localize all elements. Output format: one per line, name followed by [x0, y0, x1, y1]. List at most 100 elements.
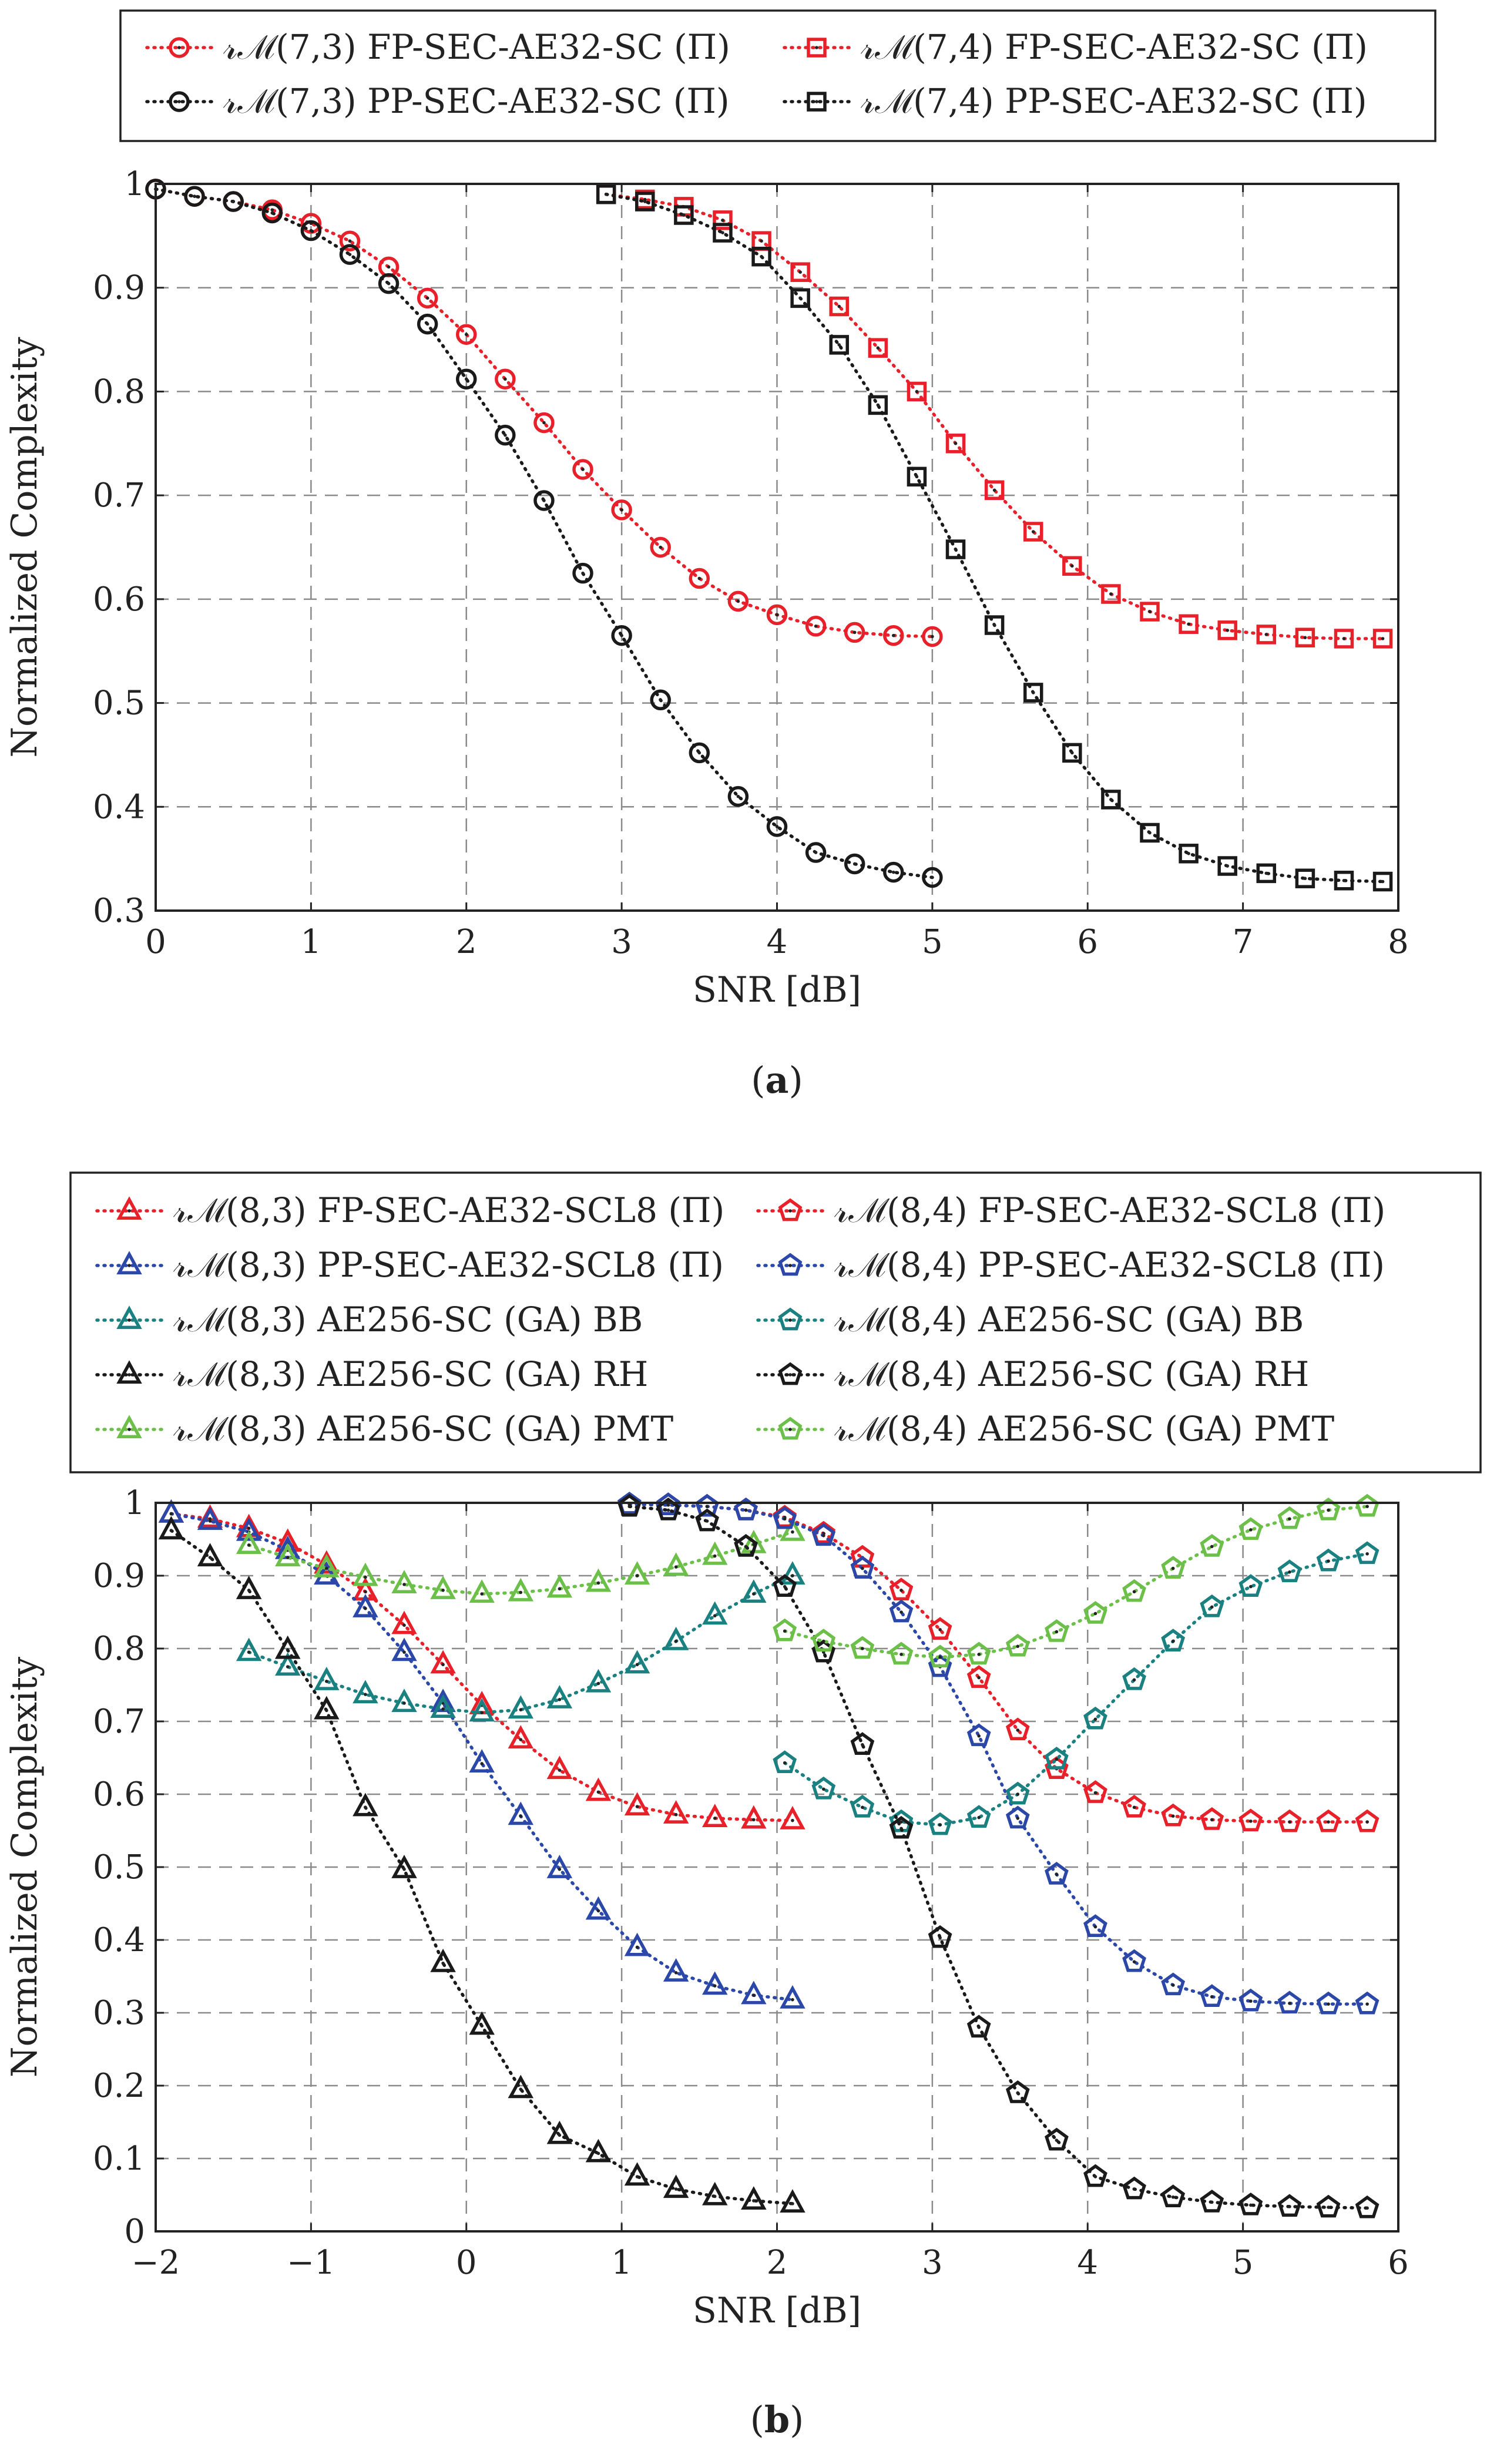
data-point-center: [596, 1681, 600, 1686]
data-point: [1277, 1809, 1302, 1832]
data-point-center: [977, 1815, 981, 1820]
data-point: [773, 1750, 797, 1773]
data-point: [585, 2139, 612, 2163]
data-point: [907, 381, 927, 402]
data-point: [624, 1561, 650, 1585]
data-point-center: [441, 1707, 445, 1711]
data-point: [883, 625, 904, 646]
data-point-center: [596, 1581, 600, 1585]
data-point: [611, 625, 632, 646]
data-point: [674, 205, 694, 225]
data-point-center: [596, 1909, 600, 1913]
data-point: [533, 412, 555, 434]
data-point: [811, 1629, 836, 1651]
data-point-center: [581, 468, 585, 471]
data-point-center: [954, 548, 958, 551]
data-point: [596, 184, 616, 204]
data-point-center: [915, 390, 919, 394]
data-point: [790, 262, 810, 282]
data-point: [546, 2120, 573, 2144]
data-point-center: [674, 1565, 678, 1569]
data-point: [508, 1577, 534, 1602]
y-tick-label: 1: [124, 165, 145, 203]
data-point-center: [247, 1543, 251, 1547]
data-point-center: [1210, 1818, 1214, 1822]
data-point-center: [1132, 2187, 1136, 2191]
data-point: [1295, 627, 1315, 647]
data-point-center: [713, 1817, 717, 1820]
data-point-center: [1109, 592, 1113, 596]
data-point: [945, 434, 966, 454]
data-point: [1238, 1808, 1263, 1832]
data-point-center: [791, 1818, 794, 1822]
data-point: [780, 1985, 805, 2009]
data-point: [928, 1644, 952, 1668]
data-point-center: [977, 1653, 981, 1656]
data-point: [1179, 614, 1199, 635]
data-point-center: [1303, 636, 1307, 640]
data-point: [702, 1541, 728, 1565]
data-point: [1355, 2195, 1379, 2218]
data-point-center: [542, 421, 546, 425]
data-point: [966, 1665, 991, 1688]
data-point-center: [713, 1984, 717, 1988]
data-point: [158, 1516, 184, 1540]
data-point: [391, 1570, 417, 1593]
data-point-center: [760, 239, 763, 243]
data-point-center: [954, 441, 958, 445]
data-point-center: [480, 1711, 484, 1714]
legend-marker-center: [815, 46, 818, 49]
data-point-center: [387, 281, 391, 286]
data-point-center: [713, 1614, 717, 1617]
data-point-center: [425, 296, 429, 300]
series-0: [145, 179, 943, 647]
data-point: [702, 1971, 728, 1995]
data-point: [922, 867, 943, 888]
data-point: [236, 1530, 262, 1555]
y-tick-label: 0.6: [93, 580, 145, 619]
plot-frame: [155, 1502, 1399, 2233]
data-point-center: [1342, 637, 1346, 640]
data-point-center: [635, 2175, 639, 2178]
data-point-center: [1171, 1814, 1175, 1818]
data-point: [702, 1804, 728, 1828]
data-point: [197, 1506, 223, 1530]
y-tick-label: 0.4: [93, 1921, 145, 1959]
data-point-center: [364, 1607, 367, 1610]
data-point: [572, 459, 593, 480]
data-point-center: [931, 635, 934, 639]
data-point: [883, 861, 904, 883]
data-point: [713, 210, 733, 230]
data-point-center: [736, 794, 740, 798]
legend-marker-center: [177, 100, 181, 103]
data-point: [1355, 1991, 1379, 2015]
data-point: [1238, 1574, 1263, 1597]
legend-label: 𝓇ℳ(7,4) FP-SEC-AE32-SC (Π): [861, 27, 1368, 67]
data-point-center: [635, 1574, 639, 1577]
y-tick-label: 0: [124, 2213, 145, 2251]
data-point-center: [558, 1698, 562, 1701]
data-point-center: [1288, 1517, 1291, 1521]
data-point-center: [713, 2194, 717, 2198]
data-point-center: [861, 1743, 864, 1747]
data-point-center: [1226, 629, 1229, 632]
data-point-center: [899, 1653, 903, 1656]
data-point: [928, 1617, 952, 1640]
data-point: [1179, 844, 1199, 864]
data-point-center: [1132, 1805, 1136, 1810]
data-point: [236, 1637, 262, 1661]
data-point-center: [441, 1663, 445, 1667]
data-point: [780, 1805, 805, 1829]
data-point: [236, 1576, 262, 1599]
data-point-center: [775, 825, 779, 828]
data-point: [1277, 1506, 1302, 1529]
data-point-center: [1365, 2002, 1369, 2006]
data-point: [430, 1948, 456, 1972]
data-point: [829, 296, 849, 317]
series-3: [158, 1516, 805, 2213]
series-1: [145, 179, 943, 888]
legend-marker-center: [788, 1209, 792, 1213]
data-point: [966, 1723, 991, 1747]
legend-marker: [169, 91, 190, 112]
data-point: [1372, 871, 1393, 892]
